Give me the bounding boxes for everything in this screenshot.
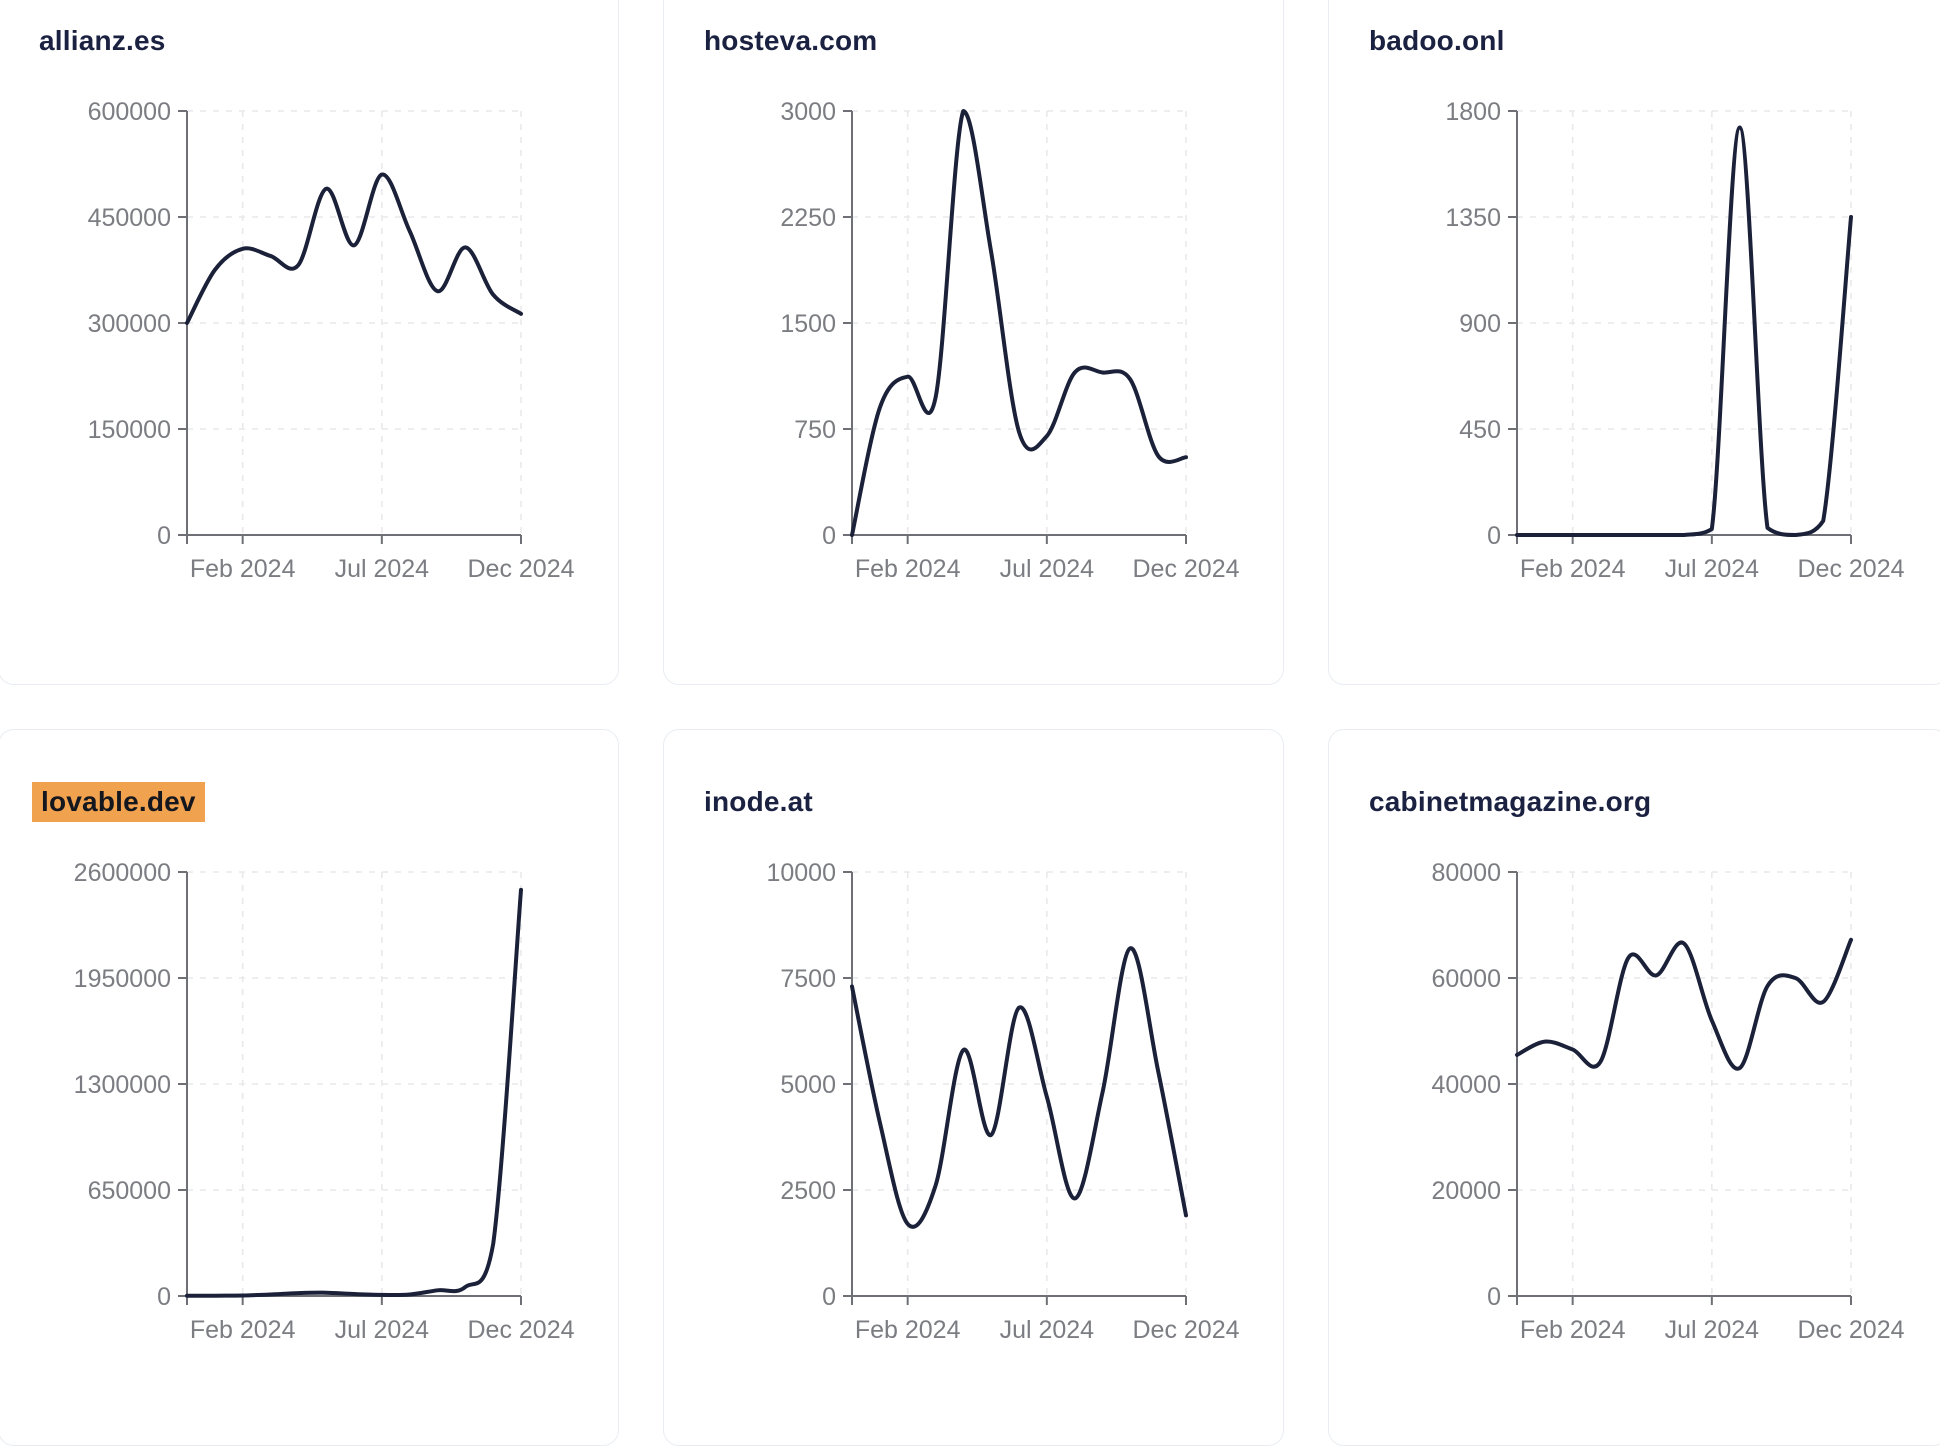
y-tick-label: 3000 xyxy=(780,98,836,126)
series-line xyxy=(185,172,523,325)
chart-title: hosteva.com xyxy=(704,25,878,56)
chart-title: badoo.onl xyxy=(1369,25,1505,56)
y-tick-label: 0 xyxy=(822,522,836,550)
chart-title: inode.at xyxy=(704,786,813,817)
x-tick-label: Feb 2024 xyxy=(190,555,296,583)
chart-card-cabinetmagazine-org: cabinetmagazine.org 0 20000 40000 60000 8000… xyxy=(1328,729,1940,1446)
y-tick-label: 1300000 xyxy=(74,1071,171,1099)
y-tick-label: 40000 xyxy=(1431,1071,1501,1099)
x-tick-label: Jul 2024 xyxy=(335,555,430,583)
chart-title: cabinetmagazine.org xyxy=(1369,786,1652,817)
y-tick-label: 2500 xyxy=(780,1177,836,1205)
y-tick-label: 0 xyxy=(157,522,171,550)
x-tick-label: Feb 2024 xyxy=(190,1316,296,1344)
y-tick-label: 750 xyxy=(794,416,836,444)
x-tick-label: Dec 2024 xyxy=(467,1316,574,1344)
y-tick-label: 600000 xyxy=(88,98,171,126)
line-chart: 0 2500 5000 7500 10000 Feb 2024 Jul 2024 Dec 20… xyxy=(766,859,1239,1344)
card-header: cabinetmagazine.org xyxy=(1329,782,1940,822)
y-tick-label: 1950000 xyxy=(74,965,171,993)
y-tick-label: 7500 xyxy=(780,965,836,993)
x-tick-label: Dec 2024 xyxy=(1132,1316,1239,1344)
card-header: inode.at xyxy=(664,782,1283,822)
card-header: badoo.onl xyxy=(1329,21,1940,61)
series-line xyxy=(185,887,523,1298)
x-tick-label: Jul 2024 xyxy=(335,1316,430,1344)
y-tick-label: 2250 xyxy=(780,204,836,232)
y-tick-label: 0 xyxy=(822,1283,836,1311)
x-tick-label: Jul 2024 xyxy=(1665,1316,1760,1344)
y-tick-label: 0 xyxy=(1487,522,1501,550)
chart-card-inode-at: inode.at 0 2500 5000 7500 10000 Feb 2024 Jul 2… xyxy=(663,729,1284,1446)
y-tick-label: 0 xyxy=(1487,1283,1501,1311)
y-tick-label: 20000 xyxy=(1431,1177,1501,1205)
x-tick-label: Dec 2024 xyxy=(1797,1316,1904,1344)
y-tick-label: 10000 xyxy=(766,859,836,887)
y-tick-label: 2600000 xyxy=(74,859,171,887)
y-tick-label: 450 xyxy=(1459,416,1501,444)
x-tick-label: Feb 2024 xyxy=(1520,555,1626,583)
line-chart: 0 750 1500 2250 3000 Feb 2024 Jul 2024 Dec 2024 xyxy=(780,98,1239,583)
series-line xyxy=(850,946,1188,1229)
y-tick-label: 900 xyxy=(1459,310,1501,338)
y-tick-label: 0 xyxy=(157,1283,171,1311)
y-tick-label: 5000 xyxy=(780,1071,836,1099)
chart-title: lovable.dev xyxy=(32,782,205,822)
y-tick-label: 60000 xyxy=(1431,965,1501,993)
y-tick-label: 650000 xyxy=(88,1177,171,1205)
x-tick-label: Dec 2024 xyxy=(1132,555,1239,583)
card-header: hosteva.com xyxy=(664,21,1283,61)
y-tick-label: 300000 xyxy=(88,310,171,338)
x-tick-label: Feb 2024 xyxy=(1520,1316,1626,1344)
chart-card-allianz-es: allianz.es 0 150000 300000 450000 600000 Feb … xyxy=(0,0,619,685)
line-chart: 0 650000 1300000 1950000 2600000 Feb 2024 Jul … xyxy=(74,859,575,1344)
x-tick-label: Jul 2024 xyxy=(1000,1316,1095,1344)
y-tick-label: 80000 xyxy=(1431,859,1501,887)
y-tick-label: 1350 xyxy=(1445,204,1501,232)
x-tick-label: Jul 2024 xyxy=(1665,555,1760,583)
x-tick-label: Dec 2024 xyxy=(1797,555,1904,583)
y-tick-label: 150000 xyxy=(88,416,171,444)
y-tick-label: 1800 xyxy=(1445,98,1501,126)
line-chart: 0 20000 40000 60000 80000 Feb 2024 Jul 2024 Dec… xyxy=(1431,859,1904,1344)
x-tick-label: Dec 2024 xyxy=(467,555,574,583)
chart-card-lovable-dev: lovable.dev 0 650000 1300000 1950000 2600000… xyxy=(0,729,619,1446)
series-line xyxy=(850,109,1188,537)
line-chart: 0 150000 300000 450000 600000 Feb 2024 Jul 202… xyxy=(88,98,575,583)
y-tick-label: 1500 xyxy=(780,310,836,338)
card-header: lovable.dev xyxy=(0,782,618,822)
series-line xyxy=(1515,125,1853,537)
chart-card-badoo-onl: badoo.onl 0 450 900 1350 1800 Feb 2024 Jul 202… xyxy=(1328,0,1940,685)
card-header: allianz.es xyxy=(0,21,618,61)
line-chart: 0 450 900 1350 1800 Feb 2024 Jul 2024 Dec 2024 xyxy=(1445,98,1904,583)
x-tick-label: Feb 2024 xyxy=(855,1316,961,1344)
chart-card-hosteva-com: hosteva.com 0 750 1500 2250 3000 Feb 2024 Jul … xyxy=(663,0,1284,685)
x-tick-label: Jul 2024 xyxy=(1000,555,1095,583)
series-line xyxy=(1515,937,1853,1071)
x-tick-label: Feb 2024 xyxy=(855,555,961,583)
y-tick-label: 450000 xyxy=(88,204,171,232)
chart-title: allianz.es xyxy=(39,25,166,56)
